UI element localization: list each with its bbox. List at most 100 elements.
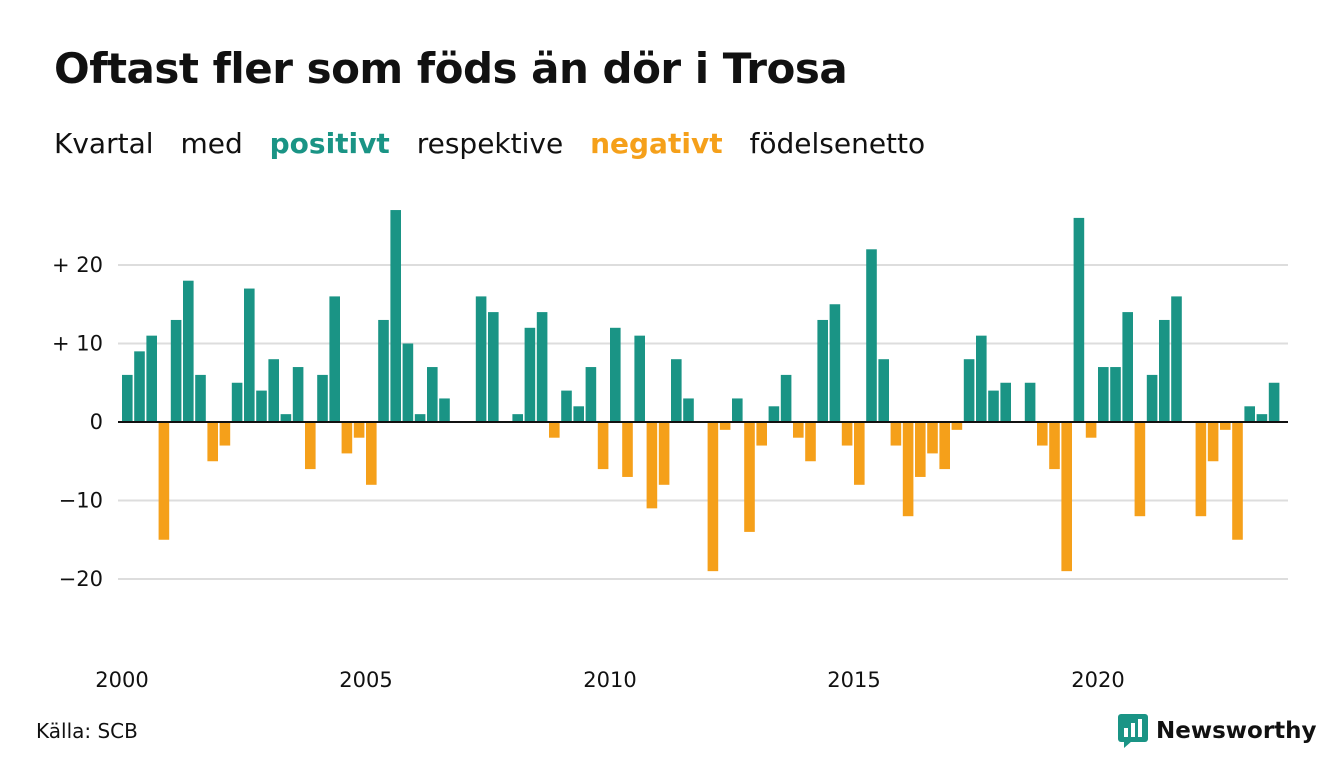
bar-positive <box>573 406 584 422</box>
chart-subtitle: Kvartal med positivt respektive negativt… <box>54 127 943 160</box>
x-tick-label: 2000 <box>95 668 148 692</box>
bar-negative <box>756 422 767 446</box>
x-tick-label: 2010 <box>583 668 636 692</box>
y-tick-label: 0 <box>90 410 103 434</box>
bar-positive <box>183 280 194 422</box>
bar-positive <box>768 406 780 422</box>
bar-positive <box>634 335 645 422</box>
bar-positive <box>1146 374 1158 422</box>
subtitle-word-quarter: Kvartal <box>54 127 154 160</box>
bar-negative <box>939 422 950 470</box>
bar-positive <box>683 398 694 422</box>
x-tick-label: 2015 <box>827 668 880 692</box>
bar-positive <box>292 367 304 422</box>
bar-positive <box>1171 296 1182 422</box>
source-note: Källa: SCB <box>36 719 138 743</box>
bar-negative <box>646 422 658 509</box>
bar-negative <box>353 422 365 438</box>
bar-negative <box>207 422 218 462</box>
bar-positive <box>427 367 438 422</box>
bar-negative <box>927 422 938 454</box>
bar-negative <box>890 422 902 446</box>
bar-negative <box>805 422 816 462</box>
bar-positive <box>475 296 487 422</box>
bar-positive <box>244 288 255 422</box>
bar-positive <box>817 319 828 422</box>
x-tick-label: 2005 <box>339 668 392 692</box>
bar-positive <box>390 210 401 422</box>
bar-positive <box>402 343 414 422</box>
bar-negative <box>1195 422 1207 517</box>
bar-positive <box>1110 367 1121 422</box>
bar-positive <box>1159 319 1170 422</box>
bar-positive <box>963 359 975 422</box>
bar-positive <box>988 390 999 422</box>
bar-positive <box>1000 382 1011 422</box>
brand-name: Newsworthy <box>1156 718 1317 744</box>
bar-positive <box>256 390 267 422</box>
bar-negative <box>1207 422 1219 462</box>
bar-negative <box>902 422 914 517</box>
bar-positive <box>268 359 279 422</box>
bar-negative <box>597 422 609 470</box>
legend-positive: positivt <box>269 127 390 160</box>
bar-negative <box>1061 422 1072 572</box>
bar-positive <box>866 249 877 422</box>
bar-negative <box>915 422 926 477</box>
bar-positive <box>329 296 340 422</box>
bar-negative <box>793 422 804 438</box>
bar-negative <box>658 422 670 485</box>
bar-negative <box>341 422 353 454</box>
bar-positive <box>378 319 389 422</box>
bar-negative <box>854 422 865 485</box>
bar-negative <box>719 422 731 430</box>
bar-positive <box>146 335 157 422</box>
brand-logo: Newsworthy <box>1118 713 1317 749</box>
bar-positive <box>732 398 743 422</box>
bar-positive <box>1024 382 1036 422</box>
bar-positive <box>524 327 536 422</box>
bar-positive <box>134 351 145 422</box>
bar-negative <box>219 422 231 446</box>
bar-negative <box>1085 422 1097 438</box>
bar-negative <box>744 422 755 532</box>
bar-negative <box>841 422 853 446</box>
bar-negative <box>305 422 316 470</box>
bar-negative <box>1049 422 1060 470</box>
bar-negative <box>1037 422 1048 446</box>
bar-negative <box>1220 422 1231 430</box>
bar-negative <box>707 422 719 572</box>
bar-positive <box>414 414 426 422</box>
bar-positive <box>1098 367 1109 422</box>
bar-positive <box>829 304 841 422</box>
bar-positive <box>170 319 182 422</box>
bar-negative <box>1232 422 1243 540</box>
y-tick-label: + 10 <box>52 332 103 356</box>
bar-positive <box>195 374 206 422</box>
bar-positive <box>780 374 792 422</box>
bar-positive <box>878 359 889 422</box>
bar-positive <box>1244 406 1255 422</box>
chart-title: Oftast fler som föds än dör i Trosa <box>54 44 848 93</box>
bar-negative <box>366 422 377 485</box>
bar-positive <box>317 374 328 422</box>
bar-positive <box>439 398 450 422</box>
bar-positive <box>122 374 133 422</box>
legend-negative: negativt <box>590 127 723 160</box>
bar-positive <box>610 327 621 422</box>
y-tick-label: −10 <box>59 489 103 513</box>
y-tick-label: + 20 <box>52 253 103 277</box>
bar-positive <box>1073 217 1085 422</box>
y-tick-label: −20 <box>59 567 103 591</box>
bar-negative <box>549 422 560 438</box>
bar-negative <box>951 422 963 430</box>
bar-positive <box>231 382 243 422</box>
bar-positive <box>1268 382 1280 422</box>
subtitle-word-net: födelsenetto <box>749 127 926 160</box>
x-tick-label: 2020 <box>1071 668 1124 692</box>
subtitle-word-respectively: respektive <box>416 127 564 160</box>
subtitle-word-with: med <box>180 127 243 160</box>
bar-positive <box>488 312 499 422</box>
bar-positive <box>1256 414 1268 422</box>
bar-positive <box>512 414 523 422</box>
